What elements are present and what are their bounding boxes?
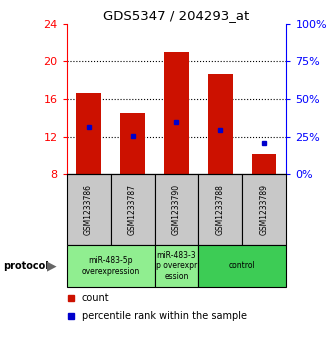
Bar (165, 52, 188, 174)
Text: miR-483-5p
overexpression: miR-483-5p overexpression (82, 256, 140, 276)
Text: GSM1233786: GSM1233786 (84, 184, 93, 235)
Text: ▶: ▶ (47, 260, 56, 272)
Bar (252, 154, 276, 174)
Text: count: count (82, 293, 110, 303)
Bar (242, 174, 286, 245)
Text: GSM1233788: GSM1233788 (216, 184, 225, 235)
Text: percentile rank within the sample: percentile rank within the sample (82, 311, 247, 321)
Text: protocol: protocol (3, 261, 49, 271)
Text: GSM1233787: GSM1233787 (128, 184, 137, 235)
Title: GDS5347 / 204293_at: GDS5347 / 204293_at (103, 9, 250, 23)
Bar (208, 74, 232, 174)
Bar (198, 245, 286, 287)
Bar (155, 245, 198, 287)
Bar (155, 174, 198, 245)
Text: GSM1233790: GSM1233790 (172, 184, 181, 235)
Bar (67, 245, 155, 287)
Bar (121, 113, 145, 174)
Text: GSM1233789: GSM1233789 (260, 184, 269, 235)
Bar (67, 174, 111, 245)
Bar (111, 174, 155, 245)
Text: control: control (229, 261, 256, 270)
Bar (77, 93, 101, 174)
Text: miR-483-3
p overexpr
ession: miR-483-3 p overexpr ession (156, 251, 197, 281)
Bar (198, 174, 242, 245)
